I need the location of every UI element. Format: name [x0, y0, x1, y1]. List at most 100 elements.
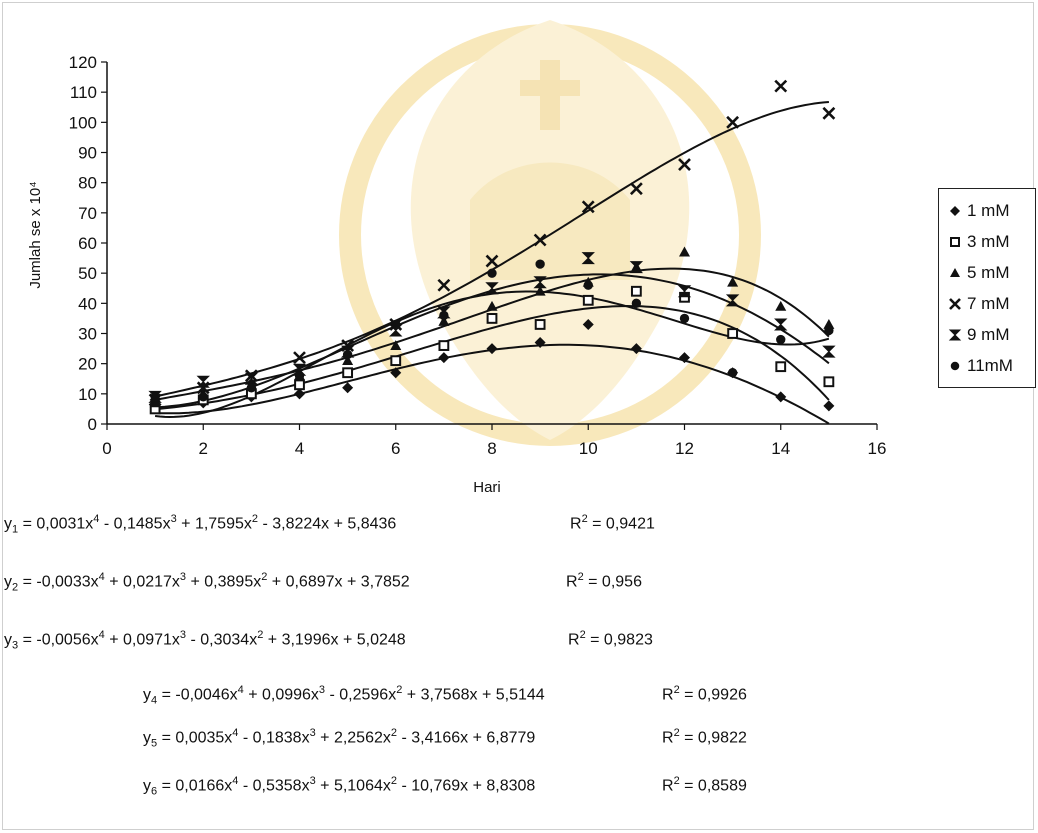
data-point — [726, 115, 740, 129]
eq-term: 0,0035x — [175, 729, 233, 747]
eq-exponent: 2 — [261, 571, 268, 583]
data-point — [727, 368, 738, 378]
eq-lhs: y — [4, 631, 12, 649]
legend-marker-icon — [950, 236, 960, 247]
eq-exponent: 4 — [98, 571, 105, 583]
eq-exponent: 4 — [232, 727, 239, 739]
eq-exponent: 2 — [396, 684, 403, 696]
data-point — [679, 313, 690, 324]
legend-entry: 11mM — [947, 350, 1035, 381]
data-point — [823, 376, 835, 388]
data-point — [631, 298, 642, 309]
y-tick-label: 10 — [78, 385, 97, 404]
legend-entry: 7 mM — [947, 288, 1035, 319]
y-tick-label: 50 — [78, 264, 97, 283]
data-point — [581, 200, 595, 214]
eq-lhs: y — [143, 777, 151, 795]
x-tick-label: 4 — [295, 439, 304, 458]
x-tick-label: 0 — [102, 439, 111, 458]
y-tick-label: 120 — [69, 53, 97, 72]
data-point — [630, 343, 642, 355]
trendline-equation: y1 = 0,0031x4 - 0,1485x3 + 1,7595x2 - 3,… — [4, 513, 655, 536]
tick-labels: 0 10 20 30 40 50 60 70 80 90 100 110 120 0 2 4 6 8 10 12 14 1… — [69, 53, 887, 458]
y-tick-label: 30 — [78, 325, 97, 344]
y-tick-label: 20 — [78, 355, 97, 374]
eq-exponent: 3 — [309, 727, 316, 739]
legend-marker-icon — [950, 267, 960, 277]
eq-exponent: 3 — [309, 775, 316, 787]
data-point — [775, 300, 787, 311]
data-point — [486, 300, 498, 311]
eq-term: -0,0046x — [175, 686, 238, 704]
data-point — [534, 285, 546, 296]
y-tick-label: 70 — [78, 204, 97, 223]
legend-marker-icon — [950, 361, 960, 370]
trendline-equation: y4 = -0,0046x4 + 0,0996x3 - 0,2596x2 + 3… — [143, 684, 747, 707]
eq-term: + 0,0971x — [104, 631, 180, 649]
eq-exponent: 4 — [98, 629, 105, 641]
y-tick-label: 40 — [78, 294, 97, 313]
data-point — [775, 361, 787, 373]
legend-marker-icon — [948, 329, 962, 340]
data-point — [437, 278, 451, 292]
r-squared: R2 = 0,9822 — [662, 727, 747, 747]
legend-marker-icon — [949, 297, 961, 310]
x-tick-label: 2 — [199, 439, 208, 458]
data-point — [629, 261, 644, 274]
x-tick-label: 8 — [487, 439, 496, 458]
x-tick-label: 16 — [868, 439, 887, 458]
data-point — [582, 318, 594, 330]
legend-entry: 9 mM — [947, 319, 1035, 350]
eq-term: - 10,769x + 8,8308 — [397, 777, 536, 795]
data-point — [487, 268, 497, 278]
data-point — [196, 375, 210, 388]
r-squared: R2 = 0,9926 — [662, 684, 747, 704]
legend-entry: 5 mM — [947, 257, 1035, 288]
data-point — [776, 334, 786, 345]
data-point — [198, 392, 208, 402]
eq-exponent: 4 — [93, 513, 100, 525]
eq-exponent: 2 — [251, 513, 258, 525]
data-point — [583, 280, 593, 290]
trendline-2 — [154, 304, 830, 411]
eq-term: 0,0166x — [175, 777, 233, 795]
data-point — [391, 319, 401, 330]
x-axis-title: Hari — [473, 479, 501, 496]
r-squared: R2 = 0,956 — [566, 571, 642, 591]
data-point — [534, 319, 546, 330]
y-axis-title: Jumlah se x 10⁴ — [27, 181, 44, 288]
eq-lhs: y — [143, 686, 151, 704]
legend-entry: 3 mM — [947, 226, 1035, 257]
legend: 1 mM 3 mM 5 mM 7 mM 9 mM 11mM — [938, 188, 1036, 388]
data-point — [390, 355, 402, 367]
data-point — [150, 392, 160, 402]
data-point — [581, 252, 595, 265]
data-point — [630, 285, 642, 297]
r-squared: R2 = 0,8589 — [662, 775, 747, 795]
trendline-equation: y6 = 0,0166x4 - 0,5358x3 + 5,1064x2 - 10… — [143, 775, 747, 798]
data-point — [438, 315, 450, 326]
data-point — [293, 351, 306, 365]
data-point — [485, 254, 499, 268]
r-squared: R2 = 0,9823 — [568, 629, 653, 649]
eq-sub: 3 — [12, 639, 19, 652]
eq-term: - 0,3034x — [186, 631, 258, 649]
data-point — [196, 381, 210, 395]
legend-marker — [950, 267, 960, 277]
data-point — [534, 337, 546, 349]
eq-term: + 3,7568x + 5,5144 — [402, 686, 545, 704]
data-point — [438, 340, 450, 351]
data-point — [678, 158, 691, 171]
eq-term: + 3,1996x + 5,0248 — [263, 631, 406, 649]
x-tick-label: 14 — [771, 439, 790, 458]
legend-marker — [950, 361, 960, 370]
eq-exponent: 2 — [390, 775, 397, 787]
data-point — [823, 400, 835, 412]
axes — [101, 61, 878, 430]
trendline-equation: y3 = -0,0056x4 + 0,0971x3 - 0,3034x2 + 3… — [4, 629, 653, 652]
data-point — [390, 367, 402, 379]
data-point — [342, 382, 354, 394]
data-point — [679, 246, 690, 257]
y-tick-label: 0 — [88, 415, 97, 434]
data-point — [294, 388, 305, 400]
